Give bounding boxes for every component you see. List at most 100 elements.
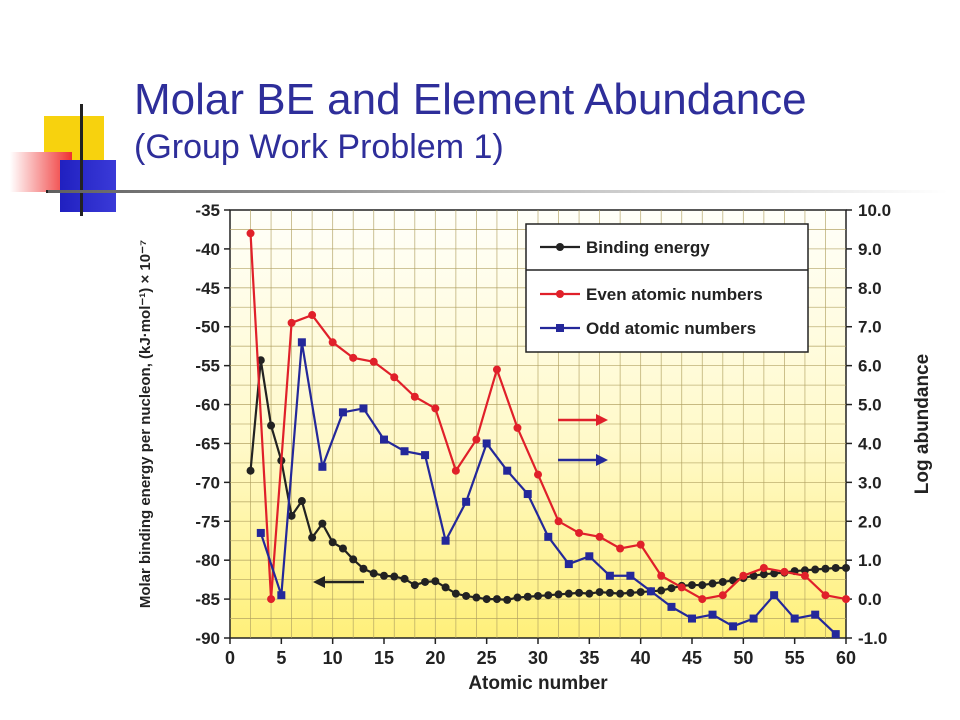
binding-energy-point bbox=[349, 555, 358, 564]
odd-atomic-point bbox=[400, 447, 409, 456]
y-left-tick-label: -75 bbox=[195, 512, 220, 531]
x-tick-label: 50 bbox=[733, 648, 753, 668]
odd-atomic-point bbox=[482, 439, 491, 448]
binding-energy-point bbox=[698, 581, 707, 590]
even-atomic-point bbox=[739, 571, 748, 580]
even-atomic-point bbox=[595, 532, 604, 541]
y-right-tick-label: -1.0 bbox=[858, 629, 887, 648]
binding-energy-point bbox=[267, 421, 276, 430]
even-atomic-point bbox=[616, 544, 625, 553]
even-atomic-legend-marker bbox=[556, 290, 564, 298]
x-tick-label: 20 bbox=[425, 648, 445, 668]
binding-energy-point bbox=[585, 589, 594, 598]
binding-energy-point bbox=[380, 571, 388, 580]
y-axis-label-right: Log abundance bbox=[912, 354, 933, 494]
even-atomic-point bbox=[246, 229, 255, 238]
binding-energy-point bbox=[503, 595, 512, 604]
odd-atomic-point bbox=[359, 404, 368, 413]
odd-atomic-point bbox=[503, 466, 512, 475]
decor-blue-square bbox=[60, 160, 116, 212]
odd-atomic-point bbox=[729, 622, 738, 631]
binding-energy-point bbox=[472, 593, 481, 602]
y-right-tick-label: 8.0 bbox=[858, 279, 882, 298]
y-right-tick-label: 4.0 bbox=[858, 434, 882, 453]
odd-atomic-point bbox=[646, 587, 655, 596]
binding-energy-point bbox=[770, 569, 779, 578]
odd-atomic-point bbox=[708, 610, 717, 619]
binding-energy-point bbox=[667, 584, 676, 593]
odd-atomic-point bbox=[605, 571, 614, 580]
y-left-tick-label: -50 bbox=[195, 318, 220, 337]
binding-energy-legend-label: Binding energy bbox=[586, 238, 710, 257]
binding-energy-point bbox=[492, 595, 501, 604]
odd-atomic-point bbox=[441, 536, 450, 545]
binding-energy-point bbox=[523, 592, 532, 601]
binding-energy-point bbox=[328, 538, 337, 547]
y-left-tick-label: -80 bbox=[195, 551, 220, 570]
even-atomic-point bbox=[472, 435, 481, 444]
binding-energy-point bbox=[575, 588, 584, 597]
slide-title-block: Molar BE and Element Abundance (Group Wo… bbox=[134, 74, 954, 168]
y-right-tick-label: 7.0 bbox=[858, 318, 882, 337]
even-atomic-point bbox=[698, 595, 707, 604]
odd-atomic-point bbox=[523, 490, 532, 499]
binding-energy-point bbox=[359, 564, 368, 573]
odd-atomic-legend-marker bbox=[556, 324, 564, 332]
odd-atomic-point bbox=[297, 338, 306, 347]
binding-energy-point bbox=[626, 588, 635, 597]
x-tick-label: 10 bbox=[323, 648, 343, 668]
binding-energy-legend-marker bbox=[556, 243, 564, 251]
even-atomic-point bbox=[534, 470, 542, 479]
binding-energy-point bbox=[431, 577, 440, 586]
y-left-tick-label: -65 bbox=[195, 434, 220, 453]
even-atomic-point bbox=[308, 311, 317, 320]
even-atomic-point bbox=[780, 567, 789, 576]
y-right-tick-label: 6.0 bbox=[858, 357, 882, 376]
binding-energy-point bbox=[554, 590, 563, 599]
y-axis-label-left: Molar binding energy per nucleon, (kJ·mo… bbox=[137, 240, 154, 608]
even-atomic-point bbox=[636, 540, 645, 549]
y-right-tick-label: 9.0 bbox=[858, 240, 882, 259]
x-tick-label: 55 bbox=[785, 648, 805, 668]
y-right-tick-label: 3.0 bbox=[858, 473, 882, 492]
y-right-tick-label: 10.0 bbox=[858, 201, 891, 220]
odd-atomic-point bbox=[544, 532, 553, 541]
binding-energy-point bbox=[534, 591, 542, 600]
binding-energy-point bbox=[657, 586, 666, 595]
binding-energy-point bbox=[297, 497, 306, 506]
x-axis-label: Atomic number bbox=[468, 673, 608, 694]
binding-energy-point bbox=[482, 595, 491, 604]
binding-energy-point bbox=[718, 577, 727, 586]
binding-energy-point bbox=[318, 519, 327, 528]
binding-energy-point bbox=[636, 588, 645, 597]
even-atomic-point bbox=[349, 353, 358, 362]
even-atomic-point bbox=[492, 365, 501, 374]
binding-energy-point bbox=[462, 591, 471, 600]
y-right-tick-label: 2.0 bbox=[858, 512, 882, 531]
binding-energy-point bbox=[410, 581, 419, 590]
y-left-tick-label: -35 bbox=[195, 201, 220, 220]
even-atomic-point bbox=[513, 423, 522, 432]
odd-atomic-point bbox=[564, 560, 573, 569]
odd-atomic-point bbox=[770, 591, 779, 600]
y-left-tick-label: -60 bbox=[195, 396, 220, 415]
y-left-tick-label: -85 bbox=[195, 590, 220, 609]
odd-atomic-point bbox=[831, 630, 840, 639]
binding-energy-point bbox=[595, 588, 604, 597]
binding-energy-point bbox=[390, 572, 399, 581]
binding-energy-point bbox=[821, 564, 830, 573]
binding-energy-point bbox=[338, 544, 347, 553]
binding-energy-point bbox=[759, 570, 768, 579]
title-underline bbox=[48, 190, 948, 193]
even-atomic-point bbox=[842, 595, 850, 604]
decor-vertical-line bbox=[80, 104, 83, 216]
y-right-tick-label: 1.0 bbox=[858, 551, 882, 570]
x-tick-label: 25 bbox=[477, 648, 497, 668]
binding-energy-point bbox=[400, 574, 409, 583]
x-tick-label: 30 bbox=[528, 648, 548, 668]
even-atomic-point bbox=[759, 563, 768, 572]
binding-energy-point bbox=[421, 577, 430, 586]
even-atomic-point bbox=[677, 583, 686, 592]
binding-energy-point bbox=[287, 511, 296, 520]
binding-energy-point bbox=[831, 563, 840, 572]
